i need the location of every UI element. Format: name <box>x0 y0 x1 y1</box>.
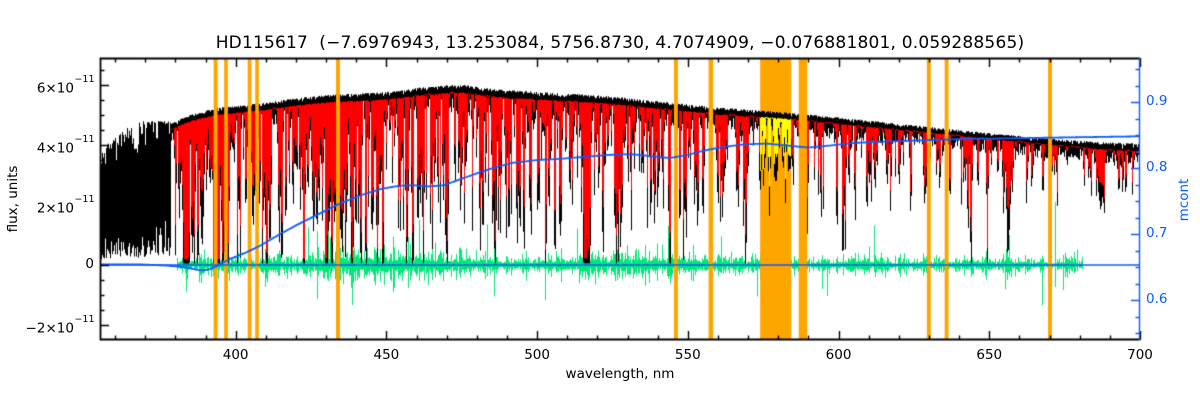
y-right-tick-label: 0.6 <box>1146 291 1168 307</box>
y-right-tick-label: 0.9 <box>1146 93 1168 110</box>
y-left-tick-label: −2×10−11 <box>25 314 95 337</box>
y-right-tick-label: 0.8 <box>1146 159 1168 175</box>
x-tick-label: 550 <box>674 347 701 363</box>
y-left-tick-label: 0 <box>85 256 94 272</box>
y-axis-label-mcont: mcont <box>1176 178 1192 222</box>
x-tick-label: 700 <box>1127 347 1153 363</box>
x-tick-label: 650 <box>976 347 1003 363</box>
y-right-tick-label: 0.7 <box>1146 225 1168 241</box>
x-tick-label: 500 <box>524 347 550 363</box>
x-tick-label: 600 <box>825 347 852 363</box>
y-left-tick-label: 4×10−11 <box>36 134 95 157</box>
y-left-tick-label: 2×10−11 <box>36 194 95 217</box>
x-tick-label: 450 <box>373 347 400 363</box>
plot-title: HD115617 (−7.6976943, 13.253084, 5756.87… <box>215 33 1025 53</box>
y-left-tick-label: 6×10−11 <box>36 74 95 97</box>
x-tick-label: 400 <box>222 347 249 363</box>
x-axis-label: wavelength, nm <box>565 366 675 382</box>
